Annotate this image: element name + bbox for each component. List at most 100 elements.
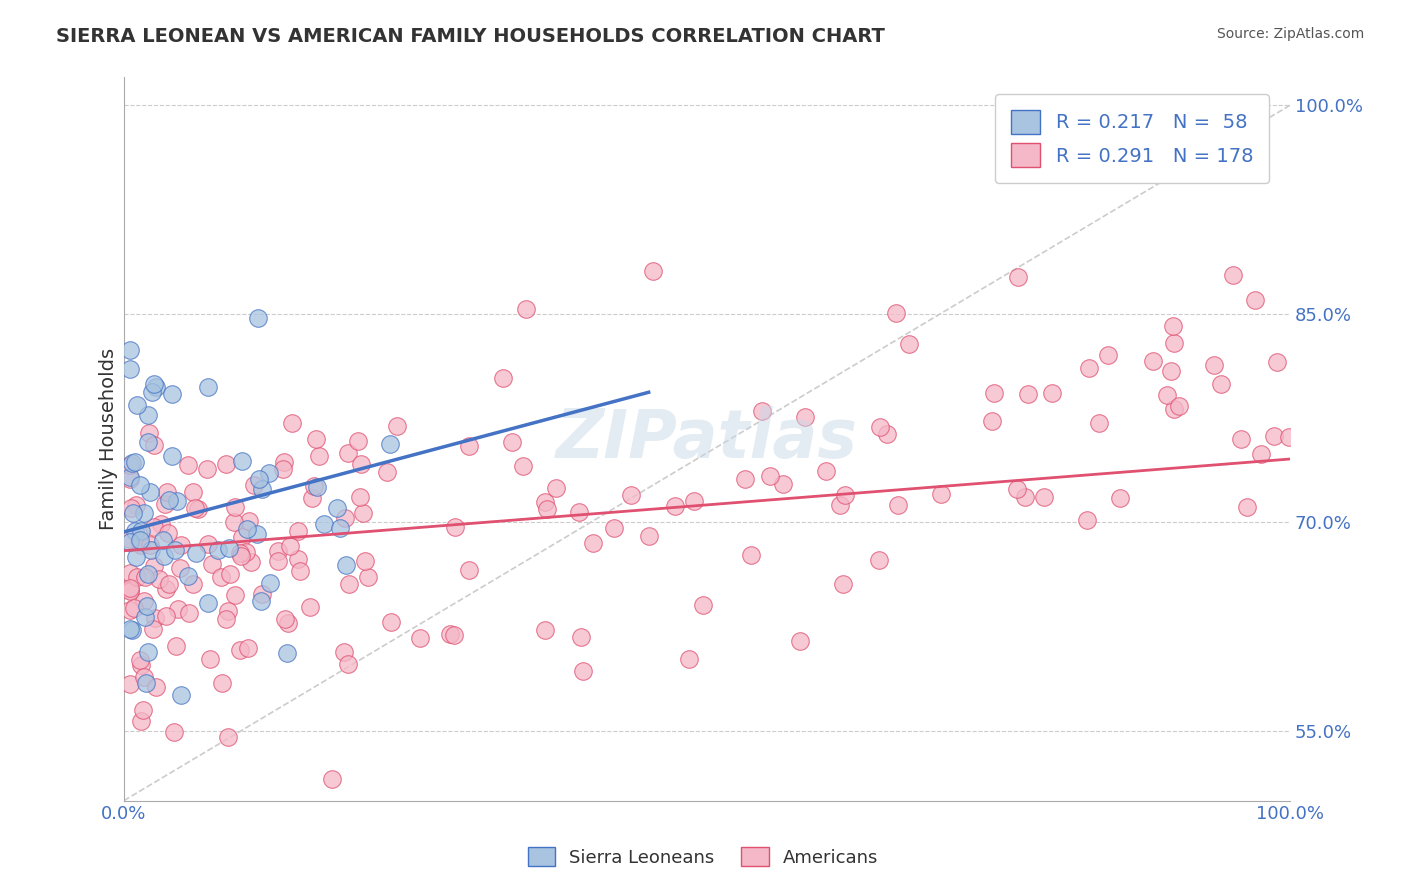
Point <box>273 455 295 469</box>
Legend: Sierra Leoneans, Americans: Sierra Leoneans, Americans <box>520 840 886 874</box>
Point <box>1222 268 1244 282</box>
Point <box>740 548 762 562</box>
Point <box>457 439 479 453</box>
Point <box>177 458 200 472</box>
Point <box>197 596 219 610</box>
Point <box>127 570 149 584</box>
Point <box>277 616 299 631</box>
Point <box>983 385 1005 400</box>
Point <box>884 306 907 320</box>
Point <box>209 570 232 584</box>
Point <box>134 594 156 608</box>
Point <box>692 599 714 613</box>
Point <box>240 555 263 569</box>
Point <box>246 527 269 541</box>
Point <box>793 409 815 424</box>
Point <box>1250 447 1272 461</box>
Point <box>1078 361 1101 376</box>
Point <box>247 471 270 485</box>
Point <box>118 603 141 617</box>
Point <box>143 437 166 451</box>
Point <box>160 386 183 401</box>
Point <box>152 549 174 563</box>
Point <box>124 455 146 469</box>
Point <box>142 622 165 636</box>
Point <box>118 472 141 486</box>
Point <box>332 645 354 659</box>
Point <box>141 385 163 400</box>
Point <box>118 582 141 596</box>
Point <box>136 434 159 449</box>
Point <box>181 576 204 591</box>
Point <box>128 535 150 549</box>
Point <box>207 542 229 557</box>
Point <box>321 772 343 787</box>
Point <box>257 466 280 480</box>
Point <box>127 398 149 412</box>
Point <box>259 576 281 591</box>
Point <box>1267 355 1289 369</box>
Point <box>443 628 465 642</box>
Point <box>229 549 252 563</box>
Point <box>380 437 402 451</box>
Point <box>224 515 246 529</box>
Point <box>533 623 555 637</box>
Point <box>195 462 218 476</box>
Point <box>347 434 370 448</box>
Point <box>1109 491 1132 505</box>
Point <box>121 456 143 470</box>
Point <box>129 653 152 667</box>
Point <box>181 484 204 499</box>
Point <box>758 468 780 483</box>
Point <box>118 584 141 599</box>
Point <box>287 524 309 539</box>
Point <box>664 499 686 513</box>
Point <box>176 569 198 583</box>
Point <box>305 433 328 447</box>
Point <box>128 533 150 548</box>
Point <box>308 449 330 463</box>
Point <box>751 404 773 418</box>
Point <box>124 601 146 615</box>
Point <box>124 524 146 538</box>
Point <box>129 658 152 673</box>
Point <box>267 554 290 568</box>
Point <box>169 561 191 575</box>
Point <box>814 464 837 478</box>
Y-axis label: Family Households: Family Households <box>100 348 118 530</box>
Point <box>118 343 141 357</box>
Point <box>1202 359 1225 373</box>
Text: SIERRA LEONEAN VS AMERICAN FAMILY HOUSEHOLDS CORRELATION CHART: SIERRA LEONEAN VS AMERICAN FAMILY HOUSEH… <box>56 27 886 45</box>
Point <box>1076 513 1098 527</box>
Point <box>148 572 170 586</box>
Point <box>898 337 921 351</box>
Point <box>534 495 557 509</box>
Point <box>678 652 700 666</box>
Point <box>620 488 643 502</box>
Point <box>170 538 193 552</box>
Point <box>121 624 143 638</box>
Point <box>139 543 162 558</box>
Point <box>457 563 479 577</box>
Point <box>118 622 141 636</box>
Point <box>1005 482 1028 496</box>
Point <box>211 676 233 690</box>
Point <box>336 446 359 460</box>
Point <box>831 576 853 591</box>
Point <box>1244 293 1267 307</box>
Point <box>135 599 157 613</box>
Point <box>568 505 591 519</box>
Point <box>142 558 165 573</box>
Point <box>217 604 239 618</box>
Point <box>409 631 432 645</box>
Point <box>215 612 238 626</box>
Point <box>250 586 273 600</box>
Point <box>492 371 515 385</box>
Point <box>1017 387 1039 401</box>
Point <box>134 570 156 584</box>
Point <box>219 566 242 581</box>
Point <box>1229 432 1251 446</box>
Point <box>288 564 311 578</box>
Point <box>235 522 257 536</box>
Point <box>335 558 357 573</box>
